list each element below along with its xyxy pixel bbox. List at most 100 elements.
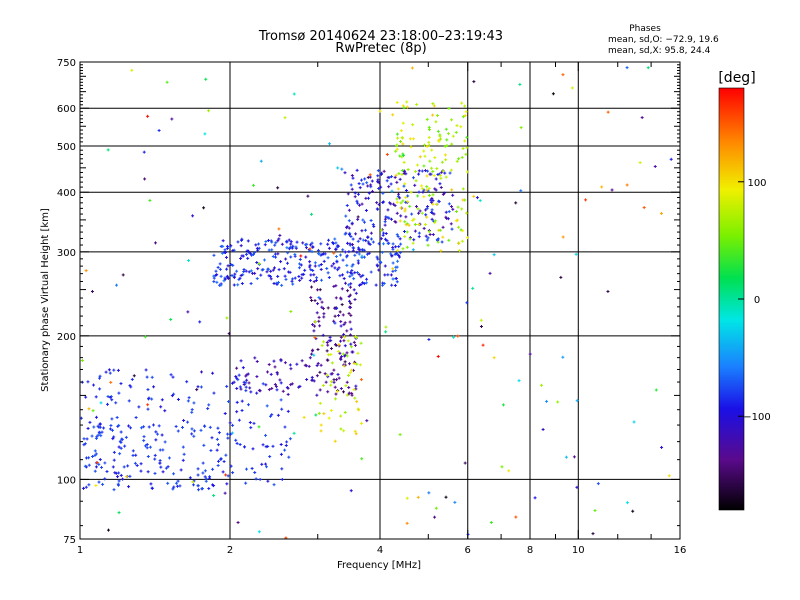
data-point — [176, 429, 180, 433]
data-point — [356, 261, 360, 265]
data-point — [337, 376, 341, 380]
data-point — [389, 252, 393, 256]
data-point — [232, 380, 236, 384]
data-point — [404, 223, 408, 227]
data-point — [290, 279, 294, 283]
data-point — [100, 430, 104, 434]
data-point — [417, 190, 421, 194]
data-point — [380, 250, 384, 254]
data-point — [298, 278, 302, 282]
data-point — [114, 401, 118, 405]
data-point — [357, 182, 361, 186]
data-point — [315, 374, 319, 378]
data-point — [247, 270, 251, 274]
data-point — [638, 161, 642, 165]
data-point — [423, 169, 427, 173]
data-point — [239, 244, 243, 248]
data-point — [226, 400, 230, 404]
data-point — [284, 443, 288, 447]
data-point — [517, 379, 521, 383]
data-point — [433, 221, 437, 225]
data-point — [405, 230, 409, 234]
data-point — [239, 273, 243, 277]
data-point — [320, 300, 324, 304]
data-point — [257, 262, 261, 266]
data-point — [269, 239, 273, 243]
data-point — [280, 467, 284, 471]
data-point — [360, 457, 364, 461]
data-point — [157, 424, 161, 428]
data-point — [334, 241, 338, 245]
data-point — [283, 116, 287, 120]
data-point — [390, 175, 394, 179]
data-point — [625, 501, 629, 505]
data-point — [236, 240, 240, 244]
data-point — [342, 332, 346, 336]
data-point — [343, 250, 347, 254]
data-point — [207, 403, 211, 407]
data-point — [288, 437, 292, 441]
data-point — [417, 231, 421, 235]
data-point — [414, 204, 418, 208]
data-point — [117, 479, 121, 483]
data-point — [349, 305, 353, 309]
data-point — [176, 397, 180, 401]
data-point — [319, 423, 323, 427]
data-point — [356, 271, 360, 275]
data-point — [454, 130, 458, 134]
data-point — [309, 268, 313, 272]
data-point — [309, 273, 313, 277]
data-point — [246, 256, 250, 260]
data-point — [117, 423, 121, 427]
data-point — [334, 342, 338, 346]
data-point — [127, 424, 131, 428]
data-point — [350, 243, 354, 247]
data-point — [268, 455, 272, 459]
data-point — [422, 195, 426, 199]
data-point — [330, 361, 334, 365]
data-point — [316, 361, 320, 365]
data-point — [148, 445, 152, 449]
data-point — [393, 204, 397, 208]
data-point — [150, 375, 154, 379]
data-point — [336, 349, 340, 353]
data-point — [281, 389, 285, 393]
data-point — [222, 279, 226, 283]
data-point — [225, 267, 229, 271]
data-point — [199, 428, 203, 432]
data-point — [98, 431, 102, 435]
grid — [80, 62, 680, 539]
data-point — [275, 372, 279, 376]
data-point — [272, 266, 276, 270]
data-point — [422, 143, 426, 147]
data-point — [223, 412, 227, 416]
data-point — [545, 399, 549, 403]
data-point — [80, 358, 84, 362]
data-point — [206, 407, 210, 411]
data-point — [384, 325, 388, 329]
data-point — [593, 509, 597, 513]
data-point — [264, 462, 268, 466]
data-point — [148, 198, 152, 202]
data-point — [465, 170, 469, 174]
data-point — [153, 241, 157, 245]
data-point — [393, 220, 397, 224]
data-point — [413, 183, 417, 187]
data-point — [428, 232, 432, 236]
data-point — [339, 320, 343, 324]
data-point — [446, 132, 450, 136]
data-point — [127, 485, 131, 489]
data-point — [92, 383, 96, 387]
data-point — [235, 386, 239, 390]
data-point — [397, 253, 401, 257]
data-point — [161, 448, 165, 452]
data-point — [342, 323, 346, 327]
data-point — [192, 429, 196, 433]
data-point — [322, 412, 326, 416]
data-point — [345, 351, 349, 355]
data-point — [120, 438, 124, 442]
data-point — [91, 455, 95, 459]
data-point — [395, 265, 399, 269]
data-point — [239, 387, 243, 391]
data-point — [398, 251, 402, 255]
